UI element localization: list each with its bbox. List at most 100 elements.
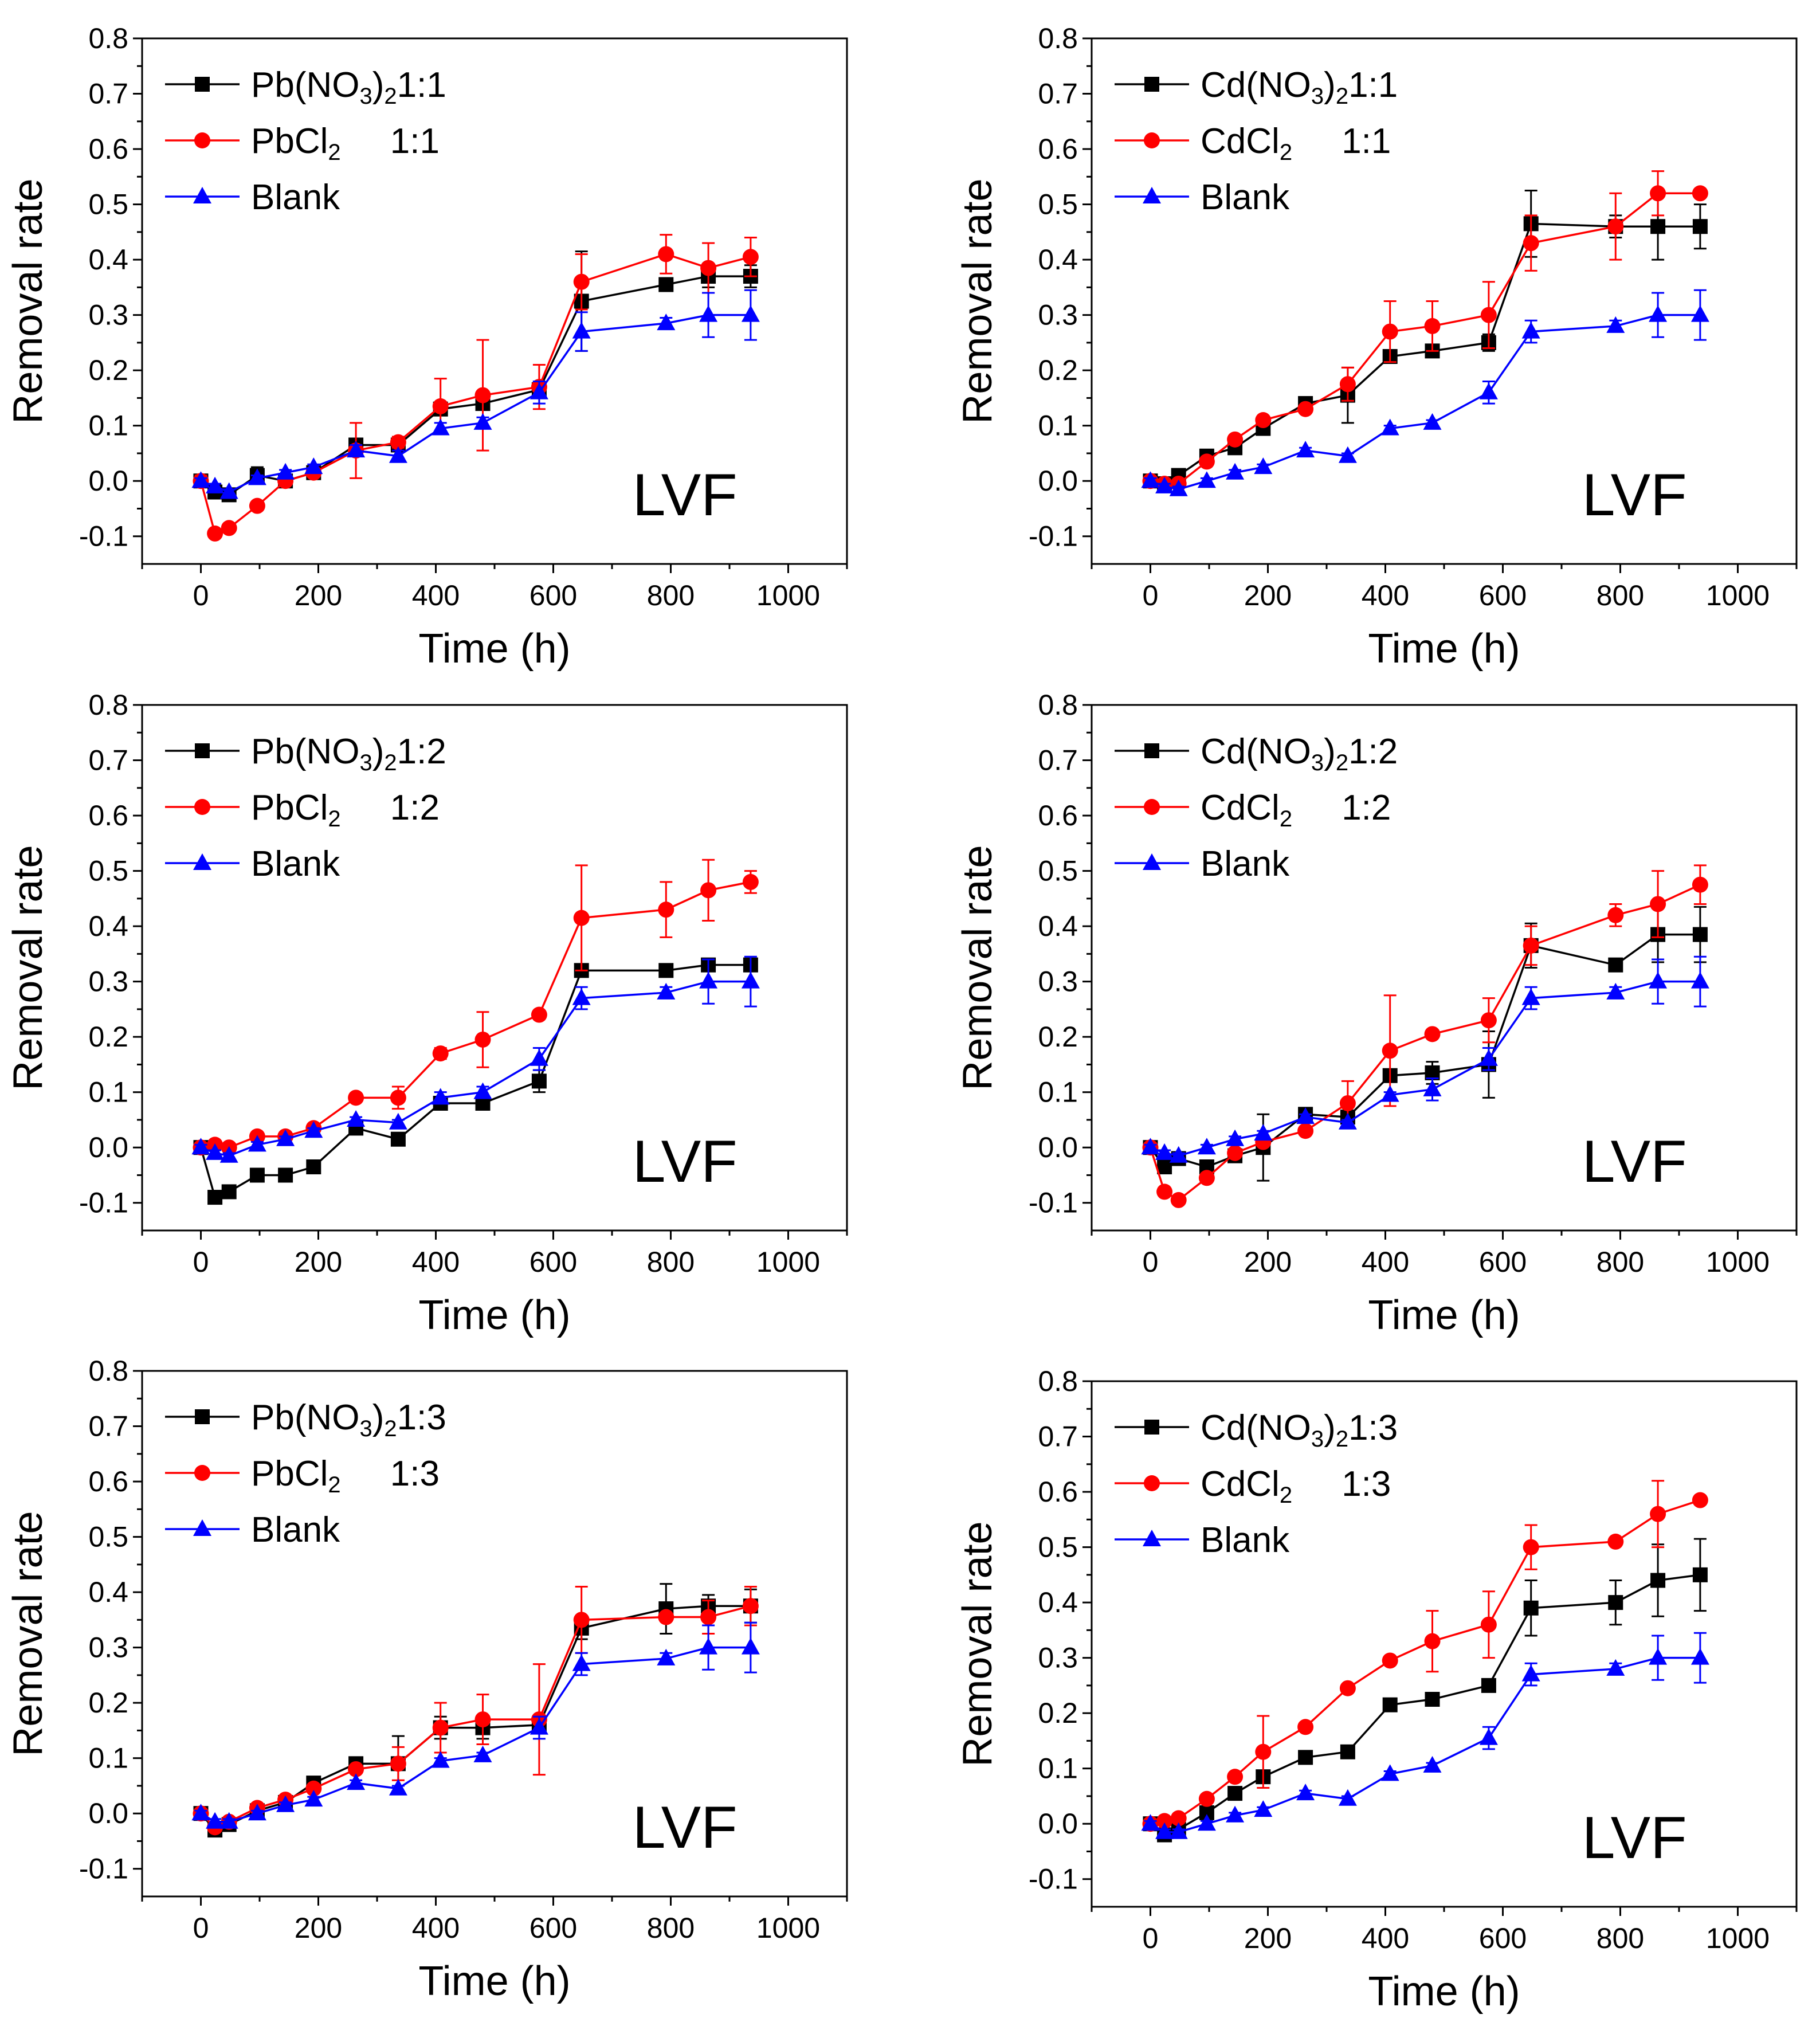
y-tick-label: -0.1 xyxy=(79,1853,128,1885)
plot-frame xyxy=(141,37,848,565)
data-point xyxy=(191,1138,210,1155)
data-point xyxy=(1479,1728,1498,1745)
legend-text: Pb(NO xyxy=(251,65,359,105)
data-point xyxy=(1692,185,1708,202)
data-point xyxy=(658,246,674,262)
legend-text: 1:1 xyxy=(1292,122,1391,161)
legend-text: 1:2 xyxy=(341,788,440,828)
data-point xyxy=(347,441,366,458)
legend-text: 1:2 xyxy=(397,732,446,771)
x-tick-label: 0 xyxy=(193,579,209,612)
series-3 xyxy=(1141,955,1709,1163)
legend-text: Pb(NO xyxy=(251,1398,359,1437)
data-point xyxy=(431,418,450,436)
data-point xyxy=(390,1089,406,1106)
data-point xyxy=(1157,1159,1172,1174)
data-point xyxy=(1141,1138,1160,1155)
legend-subscript: 3 xyxy=(359,1416,372,1441)
y-tick-label: 0.4 xyxy=(1038,244,1078,276)
data-point xyxy=(1338,446,1357,463)
series-2 xyxy=(193,859,759,1156)
data-point xyxy=(1227,1769,1244,1785)
x-tick-label: 600 xyxy=(529,579,577,612)
panel-label: LVF xyxy=(633,1128,738,1195)
x-tick-label: 1000 xyxy=(1706,579,1770,612)
data-point xyxy=(1523,1600,1539,1616)
y-tick-label: 0.7 xyxy=(1038,744,1078,777)
data-point xyxy=(390,434,406,450)
data-point xyxy=(1692,219,1708,234)
y-tick-label: 0.5 xyxy=(88,189,128,221)
y-tick-label: 0.5 xyxy=(1038,189,1078,221)
y-tick-label: 0.1 xyxy=(1038,1753,1078,1785)
x-axis-label: Time (h) xyxy=(418,626,570,672)
y-tick-label: 0.2 xyxy=(1038,1021,1078,1053)
data-point xyxy=(473,413,492,430)
data-point xyxy=(1169,1822,1188,1839)
y-tick-label: 0.7 xyxy=(1038,78,1078,110)
legend-text: Blank xyxy=(251,844,340,884)
data-point xyxy=(304,457,323,475)
y-tick-label: 0.0 xyxy=(1038,1131,1078,1163)
legend-text: 1:3 xyxy=(1348,1408,1398,1448)
legend-subscript: 3 xyxy=(1311,84,1324,109)
data-point xyxy=(191,1804,210,1821)
x-tick-label: 1000 xyxy=(1706,1246,1770,1278)
data-point xyxy=(1690,305,1709,322)
data-point xyxy=(348,1761,364,1777)
legend-text: ) xyxy=(1324,732,1336,771)
x-tick-label: 200 xyxy=(1244,579,1292,612)
data-point xyxy=(347,1773,366,1790)
data-point xyxy=(529,1718,548,1735)
x-tick-label: 400 xyxy=(1362,1922,1409,1954)
legend-label: PbCl2 1:2 xyxy=(251,788,440,832)
data-point xyxy=(219,1812,238,1829)
data-point xyxy=(1338,1112,1357,1130)
legend-subscript: 2 xyxy=(384,1416,397,1441)
data-point xyxy=(573,1612,590,1628)
panel-4: -0.1 0.0 0.1 0.2 0.3 0.4 0.5 0.6 0.7 0.8 0 200 400 60… xyxy=(955,689,1798,1338)
y-tick-label: 0.5 xyxy=(1038,1531,1078,1563)
data-point xyxy=(1155,1143,1174,1160)
y-tick-label: 0.4 xyxy=(88,910,128,942)
legend-label: PbCl2 1:3 xyxy=(251,1454,440,1498)
y-tick-label: 0.6 xyxy=(88,133,128,165)
y-tick-label: 0.1 xyxy=(1038,1076,1078,1108)
y-tick-label: 0.3 xyxy=(88,299,128,331)
data-point xyxy=(248,1804,266,1821)
series-3 xyxy=(191,955,760,1163)
data-point xyxy=(248,1135,266,1152)
x-tick-label: 800 xyxy=(1597,1922,1644,1954)
legend-text: 1:2 xyxy=(1348,732,1398,771)
data-point xyxy=(249,497,265,514)
y-tick-label: 0.8 xyxy=(1038,22,1078,54)
y-tick-label: 0.7 xyxy=(1038,1421,1078,1453)
data-point xyxy=(1479,1049,1498,1066)
data-point xyxy=(1380,418,1399,436)
data-point xyxy=(657,982,676,1000)
data-point xyxy=(1197,471,1216,488)
data-point xyxy=(1608,1595,1623,1610)
data-point xyxy=(276,463,295,480)
legend-marker xyxy=(195,1409,210,1424)
plot-frame xyxy=(1091,704,1798,1232)
legend-marker xyxy=(194,132,210,148)
data-point xyxy=(1425,1692,1440,1707)
legend-marker xyxy=(1144,132,1160,148)
legend-subscript: 2 xyxy=(384,750,397,775)
data-point xyxy=(1692,927,1708,942)
data-point xyxy=(1170,1192,1187,1208)
legend-marker xyxy=(193,1519,211,1536)
y-tick-label: 0.1 xyxy=(88,1742,128,1774)
data-point xyxy=(1297,1719,1314,1735)
y-tick-label: 0.4 xyxy=(1038,910,1078,942)
y-axis-label: Removal rate xyxy=(5,178,51,424)
legend-marker xyxy=(1143,853,1161,870)
data-point xyxy=(658,902,674,918)
legend-label: Cd(NO3)21:1 xyxy=(1201,65,1398,109)
data-point xyxy=(1339,1095,1356,1111)
data-point xyxy=(700,260,717,276)
legend-label: Blank xyxy=(1201,844,1290,884)
legend-label: Pb(NO3)21:2 xyxy=(251,732,446,775)
data-point xyxy=(431,1751,450,1768)
